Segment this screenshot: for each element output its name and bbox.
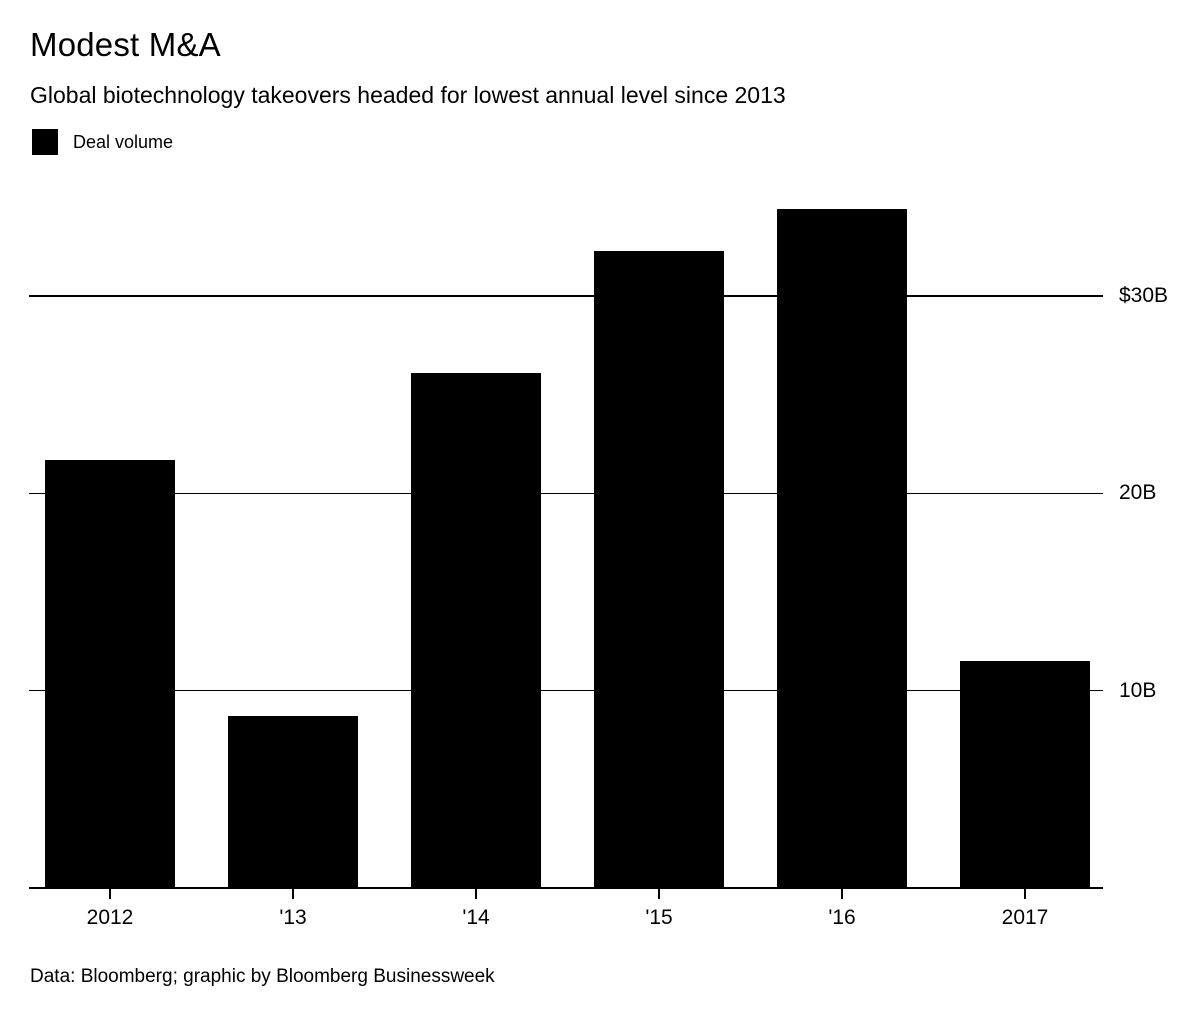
legend-swatch-icon — [32, 129, 58, 155]
gridline — [29, 295, 1103, 297]
x-axis-tick — [841, 889, 843, 899]
source-note: Data: Bloomberg; graphic by Bloomberg Bu… — [30, 966, 495, 987]
y-axis-tick-label: 20B — [1119, 481, 1157, 505]
deal-volume-bar — [960, 661, 1090, 888]
x-axis-tick-label: '13 — [279, 906, 307, 929]
x-axis-line — [29, 887, 1103, 889]
x-axis-tick — [292, 889, 294, 899]
y-axis-tick-label: 10B — [1119, 678, 1157, 702]
x-axis-tick-label: '15 — [645, 906, 673, 929]
x-axis-tick-label: 2012 — [86, 906, 134, 929]
deal-volume-bar — [411, 372, 541, 888]
gridline — [29, 689, 1103, 692]
chart-subtitle: Global biotechnology takeovers headed fo… — [30, 82, 786, 108]
x-axis-tick — [475, 889, 477, 899]
x-axis-tick-label: '16 — [828, 906, 856, 929]
y-axis-tick-label: $30B — [1119, 284, 1169, 307]
chart-title: Modest M&A — [30, 26, 221, 63]
x-axis-tick — [1024, 889, 1026, 899]
deal-volume-bar — [594, 250, 724, 888]
legend-label: Deal volume — [73, 132, 174, 152]
deal-volume-bar — [45, 459, 175, 888]
gridline — [29, 492, 1103, 495]
x-axis-tick-label: 2017 — [1001, 906, 1049, 929]
deal-volume-bar — [777, 209, 907, 888]
legend: Deal volume — [32, 129, 173, 155]
x-axis-tick — [658, 889, 660, 899]
deal-volume-bar — [228, 716, 358, 888]
x-axis-tick-label: '14 — [462, 906, 490, 929]
x-axis-tick — [109, 889, 111, 899]
